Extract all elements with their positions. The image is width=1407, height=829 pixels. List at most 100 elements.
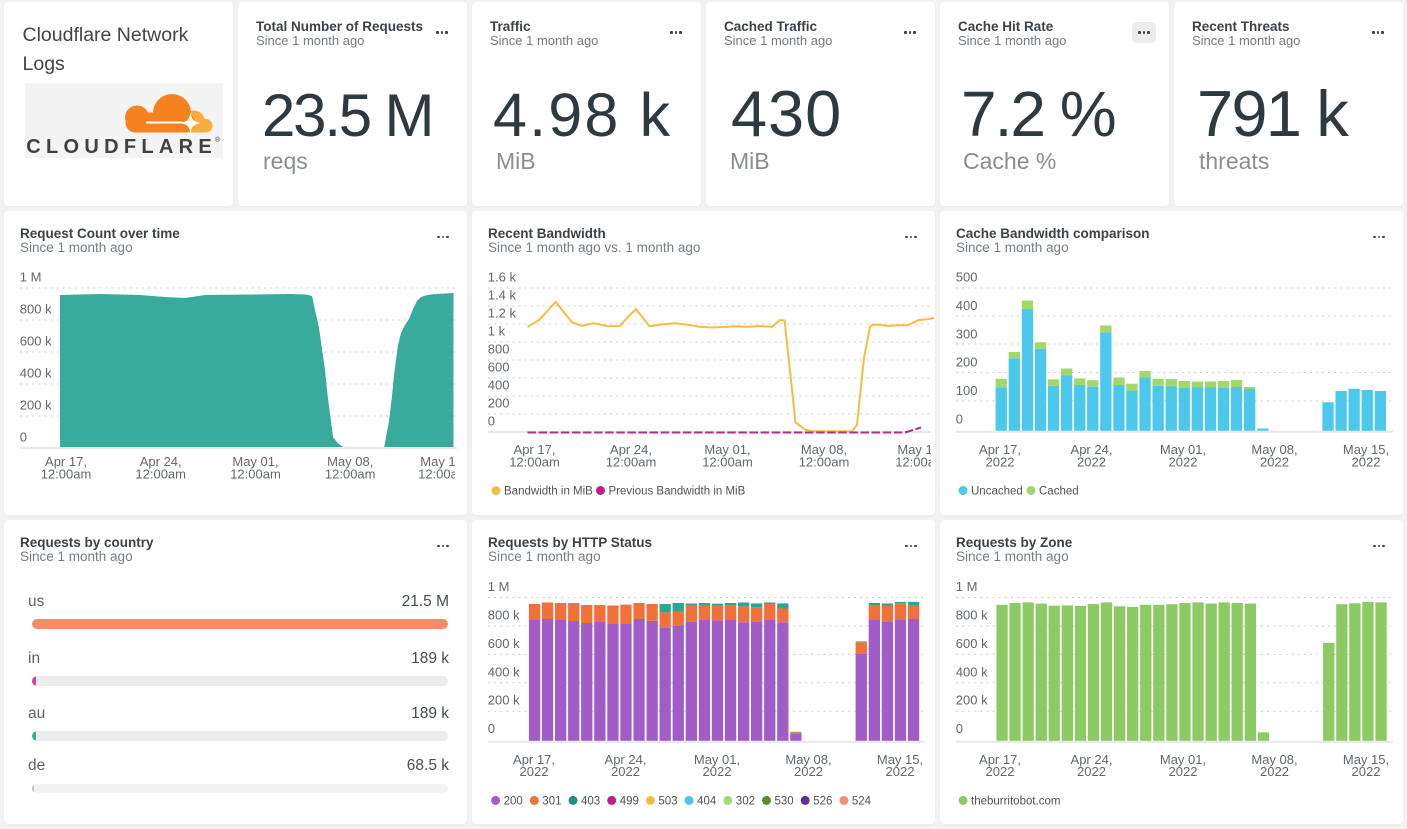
svg-text:May 15,: May 15, <box>1343 752 1389 767</box>
svg-text:302: 302 <box>736 796 755 808</box>
svg-text:1 k: 1 k <box>488 324 506 339</box>
svg-text:2022: 2022 <box>520 764 549 779</box>
svg-text:Apr 17,: Apr 17, <box>513 752 555 767</box>
svg-text:May 08,: May 08, <box>1251 442 1297 457</box>
svg-text:600 k: 600 k <box>20 334 52 349</box>
svg-text:400 k: 400 k <box>956 664 988 679</box>
svg-text:May 08,: May 08, <box>785 752 831 767</box>
svg-text:Apr 17,: Apr 17, <box>979 442 1021 457</box>
svg-text:2022: 2022 <box>611 764 640 779</box>
svg-text:2022: 2022 <box>1169 764 1198 779</box>
svg-text:300: 300 <box>956 326 978 341</box>
svg-text:2022: 2022 <box>1077 455 1106 470</box>
svg-text:Apr 24,: Apr 24, <box>610 442 652 457</box>
svg-text:Bandwidth in MiB: Bandwidth in MiB <box>504 486 593 498</box>
svg-text:Apr 17,: Apr 17, <box>514 442 556 457</box>
svg-text:May 01,: May 01, <box>694 752 740 767</box>
svg-text:theburritobot.com: theburritobot.com <box>971 796 1061 808</box>
svg-text:12:00am: 12:00am <box>799 455 850 470</box>
svg-text:400 k: 400 k <box>20 366 52 381</box>
svg-text:12:00am: 12:00am <box>702 455 753 470</box>
svg-text:400: 400 <box>956 298 978 313</box>
svg-text:2022: 2022 <box>794 764 823 779</box>
svg-text:Apr 17,: Apr 17, <box>45 454 87 469</box>
svg-text:600 k: 600 k <box>956 636 988 651</box>
svg-text:499: 499 <box>620 796 639 808</box>
svg-text:May 08,: May 08, <box>801 442 847 457</box>
svg-text:2022: 2022 <box>1077 764 1106 779</box>
svg-text:1.2 k: 1.2 k <box>488 306 517 321</box>
svg-text:200: 200 <box>956 355 978 370</box>
svg-text:Apr 24,: Apr 24, <box>1071 442 1113 457</box>
svg-text:May 15,: May 15, <box>1343 442 1389 457</box>
svg-text:500: 500 <box>956 270 978 285</box>
svg-text:2022: 2022 <box>986 455 1015 470</box>
svg-text:800 k: 800 k <box>956 608 988 623</box>
svg-text:800 k: 800 k <box>488 608 520 623</box>
svg-text:12:00am: 12:00am <box>418 467 467 482</box>
svg-text:Cached: Cached <box>1039 486 1079 498</box>
svg-text:Apr 24,: Apr 24, <box>140 454 182 469</box>
svg-text:503: 503 <box>658 796 677 808</box>
svg-text:800 k: 800 k <box>20 302 52 317</box>
svg-text:200 k: 200 k <box>488 693 520 708</box>
svg-text:12:00am: 12:00am <box>509 455 560 470</box>
svg-text:2022: 2022 <box>703 764 732 779</box>
svg-text:May 01,: May 01, <box>1160 442 1206 457</box>
svg-text:12:00am: 12:00am <box>606 455 657 470</box>
svg-text:2022: 2022 <box>1352 764 1381 779</box>
svg-text:Apr 24,: Apr 24, <box>605 752 647 767</box>
svg-text:1 M: 1 M <box>20 270 42 285</box>
svg-text:400: 400 <box>488 378 510 393</box>
svg-text:May 01,: May 01, <box>1160 752 1206 767</box>
svg-text:May 01,: May 01, <box>232 454 278 469</box>
svg-text:May 15,: May 15, <box>420 454 466 469</box>
svg-text:200: 200 <box>488 396 510 411</box>
svg-text:524: 524 <box>852 796 872 808</box>
svg-text:12:00am: 12:00am <box>41 467 92 482</box>
svg-text:403: 403 <box>581 796 600 808</box>
svg-text:0: 0 <box>956 721 963 736</box>
svg-text:May 08,: May 08, <box>327 454 373 469</box>
svg-text:Previous Bandwidth in MiB: Previous Bandwidth in MiB <box>609 486 746 498</box>
svg-text:12:00am: 12:00am <box>135 467 186 482</box>
svg-text:Apr 24,: Apr 24, <box>1071 752 1113 767</box>
svg-text:12:00am: 12:00am <box>325 467 376 482</box>
svg-text:100: 100 <box>956 383 978 398</box>
svg-text:2022: 2022 <box>1352 455 1381 470</box>
svg-text:800: 800 <box>488 342 510 357</box>
svg-text:2022: 2022 <box>1260 455 1289 470</box>
svg-text:301: 301 <box>542 796 561 808</box>
svg-text:12:00am: 12:00am <box>895 455 935 470</box>
svg-text:200: 200 <box>504 796 523 808</box>
svg-text:2022: 2022 <box>986 764 1015 779</box>
svg-text:2022: 2022 <box>1169 455 1198 470</box>
svg-text:0: 0 <box>956 412 963 427</box>
svg-text:0: 0 <box>488 721 495 736</box>
svg-text:2022: 2022 <box>886 764 915 779</box>
svg-text:600: 600 <box>488 360 510 375</box>
svg-text:1 M: 1 M <box>488 579 510 594</box>
svg-text:12:00am: 12:00am <box>230 467 281 482</box>
svg-text:400 k: 400 k <box>488 664 520 679</box>
svg-text:Uncached: Uncached <box>971 486 1023 498</box>
svg-text:May 08,: May 08, <box>1251 752 1297 767</box>
svg-text:2022: 2022 <box>1260 764 1289 779</box>
svg-text:Apr 17,: Apr 17, <box>979 752 1021 767</box>
svg-text:®: ® <box>215 136 221 144</box>
svg-text:526: 526 <box>813 796 832 808</box>
svg-text:1.6 k: 1.6 k <box>488 270 517 285</box>
svg-text:0: 0 <box>20 430 27 445</box>
svg-text:0: 0 <box>488 414 495 429</box>
svg-text:May 01,: May 01, <box>704 442 750 457</box>
svg-text:CLOUDFLARE: CLOUDFLARE <box>26 136 217 158</box>
svg-text:200 k: 200 k <box>20 398 52 413</box>
svg-text:600 k: 600 k <box>488 636 520 651</box>
svg-text:May 15,: May 15, <box>877 752 923 767</box>
svg-text:May 15,: May 15, <box>897 442 935 457</box>
svg-text:200 k: 200 k <box>956 693 988 708</box>
svg-text:404: 404 <box>697 796 717 808</box>
svg-text:1 M: 1 M <box>956 579 978 594</box>
svg-text:1.4 k: 1.4 k <box>488 288 517 303</box>
svg-text:530: 530 <box>775 796 794 808</box>
